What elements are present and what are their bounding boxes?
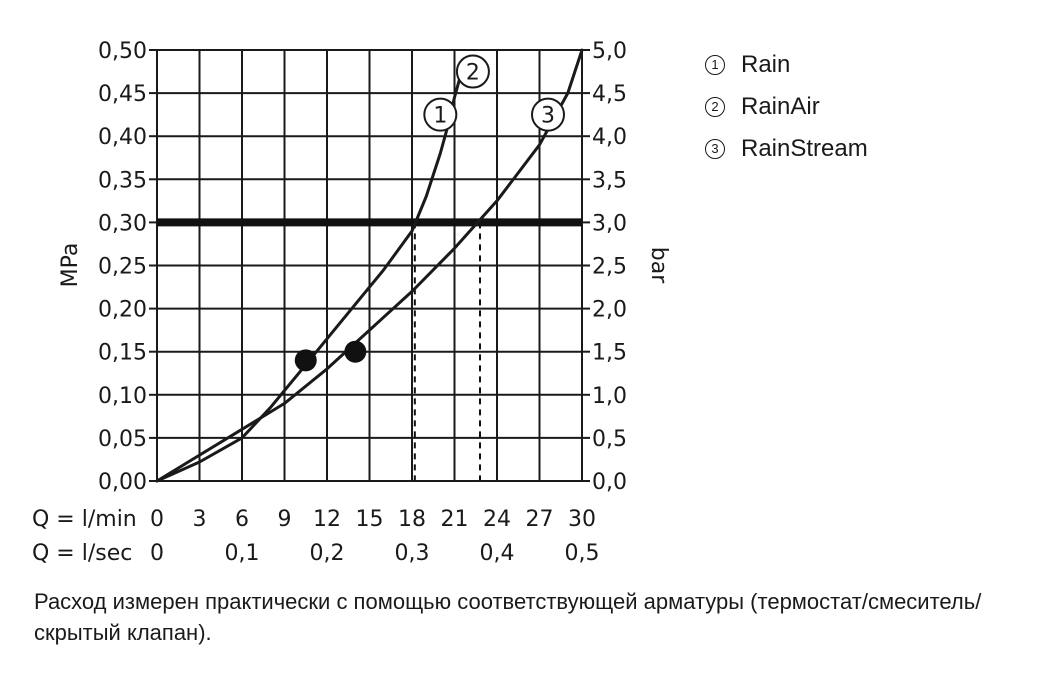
y-tick-label-left: 0,35 [98, 168, 147, 193]
y-tick-label-right: 5,0 [592, 39, 627, 64]
y-tick-label-left: 0,10 [98, 384, 147, 409]
x-tick-label-lsec: 0,5 [565, 541, 600, 566]
x-tick-label-lmin: 12 [313, 507, 341, 532]
x-tick-label-lsec: 0,1 [225, 541, 260, 566]
y-tick-label-right: 3,5 [592, 168, 627, 193]
x-tick-label-lmin: 18 [398, 507, 426, 532]
y-axis-label-left: MPa [58, 243, 83, 288]
y-tick-label-left: 0,30 [98, 211, 147, 236]
x-tick-label-lmin: 27 [526, 507, 554, 532]
y-tick-label-left: 0,20 [98, 298, 147, 323]
series-marker-number: 3 [541, 104, 555, 129]
y-axis-label-right: bar [646, 247, 671, 284]
x-tick-label-lmin: 6 [235, 507, 249, 532]
x-tick-label-lmin: 3 [193, 507, 207, 532]
y-tick-label-left: 0,45 [98, 82, 147, 107]
reference-line-group [157, 218, 582, 481]
series-marker-circle [531, 97, 565, 132]
x-tick-label-lsec: 0,3 [395, 541, 430, 566]
x-tick-label-lsec: 0,2 [310, 541, 345, 566]
y-tick-label-left: 0,05 [98, 427, 147, 452]
x-tick-label-lmin: 0 [150, 507, 164, 532]
legend: 1 Rain 2 RainAir 3 RainStream [705, 44, 868, 170]
x-axis-label-lsec: Q = l/sec [32, 541, 132, 566]
legend-number-icon: 1 [705, 55, 725, 75]
y-tick-label-left: 0,00 [98, 470, 147, 495]
y-tick-label-left: 0,50 [98, 39, 147, 64]
y-tick-label-right: 4,5 [592, 82, 627, 107]
x-tick-label-lsec: 0,4 [480, 541, 515, 566]
y-tick-label-left: 0,15 [98, 341, 147, 366]
series-marker-number: 2 [466, 61, 480, 86]
series-line-rainstream [155, 48, 584, 483]
x-tick-label-lmin: 9 [278, 507, 292, 532]
legend-number-icon: 2 [705, 97, 725, 117]
y-tick-label-right: 2,0 [592, 298, 627, 323]
y-tick-label-right: 1,5 [592, 341, 627, 366]
x-tick-label-lmin: 15 [356, 507, 384, 532]
measurement-note: Расход измерен практически с помощью соо… [34, 589, 982, 645]
y-tick-label-right: 4,0 [592, 125, 627, 150]
legend-label: Rain [741, 51, 791, 78]
x-axis-label-lmin: Q = l/min [32, 507, 137, 532]
legend-label: RainStream [741, 135, 868, 162]
y-tick-label-right: 0,5 [592, 427, 627, 452]
grid [149, 49, 590, 482]
legend-number-icon: 3 [705, 139, 725, 159]
y-tick-label-right: 1,0 [592, 384, 627, 409]
legend-item-rain: 1 Rain [705, 44, 868, 86]
x-tick-label-lmin: 21 [441, 507, 469, 532]
series-marker-circle [455, 54, 490, 89]
x-tick-label-lmin: 30 [568, 507, 596, 532]
series-marker-number: 1 [433, 104, 447, 129]
y-tick-label-right: 3,0 [592, 211, 627, 236]
x-tick-label-lsec: 0 [150, 541, 164, 566]
y-tick-label-right: 2,5 [592, 255, 627, 280]
y-tick-label-left: 0,40 [98, 125, 147, 150]
series-marker-circle [423, 97, 458, 132]
data-points [294, 340, 367, 372]
data-point [344, 340, 367, 363]
tick-labels: 0,000,050,100,150,200,250,300,350,400,45… [98, 39, 627, 566]
y-tick-label-right: 0,0 [592, 470, 627, 495]
x-tick-label-lmin: 24 [483, 507, 511, 532]
data-point [294, 349, 317, 372]
curves: 12 3 [155, 48, 584, 483]
legend-item-rainair: 2 RainAir [705, 86, 868, 128]
y-tick-label-left: 0,25 [98, 255, 147, 280]
series-line-rain [155, 126, 449, 483]
legend-label: RainAir [741, 93, 820, 120]
legend-item-rainstream: 3 RainStream [705, 128, 868, 170]
